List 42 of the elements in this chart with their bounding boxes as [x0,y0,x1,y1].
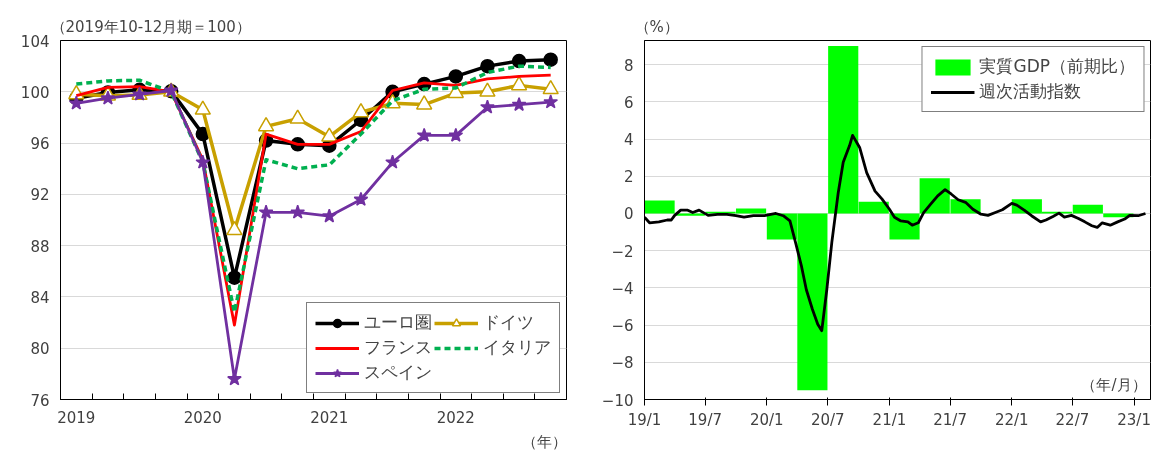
y-tick-label: 100 [20,83,50,102]
y-tick-label: 88 [30,237,50,256]
x-tick-label: 2020 [183,408,222,427]
y-tick-label: 2 [623,168,634,187]
x-tick-label: 23/1 [1117,410,1151,429]
x-tick-label: 20/7 [810,410,845,429]
y-tick-label: 76 [30,391,50,410]
x-axis-title: （年） [521,432,567,451]
y-tick-label: 92 [30,186,50,205]
y-tick-label: 8 [623,56,634,75]
legend-label: スペイン [364,361,432,384]
y-tick-label: −8 [611,354,634,373]
y-tick-label: 0 [623,205,634,224]
y-tick-label: −2 [611,242,634,261]
annotation: （年/月） [1081,375,1147,394]
x-tick-label: 19/7 [688,410,722,429]
y-tick-label: 84 [30,288,50,307]
y-tick-label: −4 [611,279,634,298]
y-axis-title: （2019年10-12月期＝100） [50,17,251,36]
x-tick-label: 19/1 [627,410,662,429]
x-tick-label: 2019 [57,408,96,427]
x-tick-label: 2022 [436,408,475,427]
legend-label: イタリア [483,336,551,359]
x-tick-label: 22/1 [994,410,1029,429]
x-tick-label: 2021 [310,408,349,427]
y-tick-label: 104 [20,32,50,51]
y-axis-title: （%） [634,17,679,36]
y-tick-label: −6 [611,317,634,336]
legend-label: フランス [364,336,432,359]
y-tick-label: 80 [30,340,50,359]
legend-label: ドイツ [483,311,534,334]
x-tick-label: 21/1 [872,410,907,429]
x-tick-label: 21/7 [933,410,967,429]
x-tick-label: 20/1 [749,410,784,429]
y-tick-label: 4 [623,131,634,150]
y-tick-label: 96 [30,135,50,154]
x-tick-label: 22/7 [1055,410,1090,429]
y-tick-label: 6 [623,93,634,112]
legend-label: 実質GDP（前期比） [979,55,1135,78]
legend-label: 週次活動指数 [979,80,1082,103]
y-tick-label: −10 [601,391,634,410]
legend-label: ユーロ圏 [364,311,432,334]
